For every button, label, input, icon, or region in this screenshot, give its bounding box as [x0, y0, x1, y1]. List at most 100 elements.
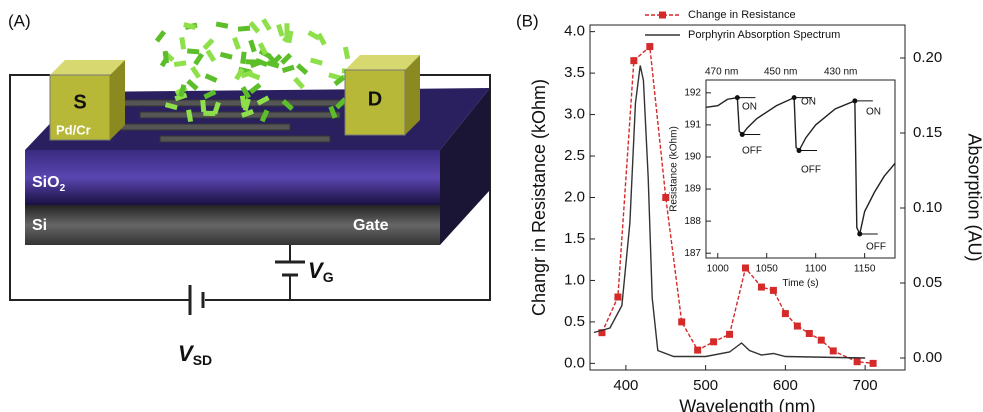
- y-tick-label: 191: [684, 120, 701, 131]
- legend-marker: [659, 12, 666, 19]
- porphyrin: [343, 47, 350, 60]
- porphyrin: [186, 79, 198, 91]
- y-tick-label: 187: [684, 248, 701, 259]
- drain-label: D: [368, 88, 382, 110]
- porphyrin: [202, 38, 214, 50]
- x-tick-label: 400: [613, 377, 638, 394]
- porphyrin: [276, 24, 284, 37]
- y2-axis-label: Absorption (AU): [964, 133, 983, 261]
- porphyrin: [216, 22, 229, 29]
- porphyrin: [232, 37, 241, 50]
- data-point: [678, 318, 685, 325]
- porphyrin: [155, 30, 166, 43]
- device-diagram: [10, 18, 490, 315]
- porphyrin: [296, 63, 308, 75]
- panel-label: (B): [516, 11, 539, 30]
- porphyrin: [249, 21, 261, 33]
- annotation: 430 nm: [824, 67, 857, 78]
- data-point: [818, 337, 825, 344]
- porphyrin: [190, 66, 201, 79]
- annotation: OFF: [866, 242, 886, 253]
- porphyrin: [193, 53, 204, 66]
- x-tick-label: 700: [853, 377, 878, 394]
- x-tick-label: 1000: [707, 263, 730, 274]
- annotation: ON: [742, 102, 757, 113]
- porphyrin: [310, 58, 323, 66]
- annotation: ON: [866, 107, 881, 118]
- data-point: [758, 284, 765, 291]
- data-point: [782, 310, 789, 317]
- annotation: 470 nm: [705, 67, 738, 78]
- y-tick-label: 189: [684, 184, 701, 195]
- y-tick-label: 3.5: [564, 64, 585, 81]
- data-point: [630, 57, 637, 64]
- legend-label: Porphyrin Absorption Spectrum: [688, 29, 840, 41]
- x-tick-label: 1050: [756, 263, 779, 274]
- y-tick-label: 1.0: [564, 271, 585, 288]
- porphyrin: [282, 65, 295, 73]
- oxide-subscript: 2: [60, 183, 66, 194]
- data-point: [830, 347, 837, 354]
- legend-label: Change in Resistance: [688, 9, 796, 21]
- y-tick-label: 3.0: [564, 106, 585, 123]
- porphyrin: [280, 53, 292, 65]
- y-tick-label: 190: [684, 152, 701, 163]
- contact-label: Pd/Cr: [56, 122, 91, 137]
- porphyrin: [248, 39, 256, 52]
- porphyrin: [179, 37, 186, 50]
- source-label: S: [73, 91, 86, 113]
- annotation: OFF: [801, 165, 821, 176]
- data-point: [870, 360, 877, 367]
- y2-tick-label: 0.15: [913, 124, 942, 141]
- subscript: SD: [193, 352, 212, 368]
- data-point: [794, 323, 801, 330]
- annotation: OFF: [742, 146, 762, 157]
- data-point: [770, 287, 777, 294]
- porphyrin: [293, 77, 305, 89]
- y-axis-label: Changr in Resistance (kOhm): [529, 79, 549, 316]
- y-tick-label: 0.5: [564, 313, 585, 330]
- y2-tick-label: 0.20: [913, 49, 942, 66]
- y-tick-label: 0.0: [564, 354, 585, 371]
- data-point: [854, 358, 861, 365]
- porphyrin: [187, 48, 199, 54]
- y-tick-label: 4.0: [564, 23, 585, 40]
- porphyrin: [238, 26, 250, 32]
- x-tick-label: 1100: [805, 263, 827, 274]
- data-point: [614, 294, 621, 301]
- y-axis-label: Resistance (kOhm): [669, 126, 680, 212]
- subscript: G: [323, 269, 334, 285]
- data-point: [694, 347, 701, 354]
- y2-tick-label: 0.10: [913, 199, 942, 216]
- substrate-label: Si: [32, 217, 47, 234]
- y-tick-label: 2.5: [564, 147, 585, 164]
- data-point: [710, 338, 717, 345]
- data-point: [806, 330, 813, 337]
- y2-tick-label: 0.05: [913, 274, 942, 291]
- y-tick-label: 188: [684, 216, 701, 227]
- annotation: 450 nm: [764, 67, 797, 78]
- x-tick-label: 600: [773, 377, 798, 394]
- x-axis-label: Time (s): [782, 278, 818, 289]
- gate-label: Gate: [353, 217, 389, 234]
- annotation: ON: [801, 97, 816, 108]
- y-tick-label: 1.5: [564, 230, 585, 247]
- porphyrin: [174, 60, 187, 67]
- panel-label: (A): [8, 11, 31, 30]
- oxide-text: SiO: [32, 174, 60, 191]
- data-point: [742, 264, 749, 271]
- porphyrin: [205, 49, 216, 62]
- data-point: [646, 43, 653, 50]
- figure: (A) S D Pd/Cr SiO2 Si Gate VG VSD (B) 40…: [0, 0, 983, 412]
- y-tick-label: 2.0: [564, 188, 585, 205]
- x-tick-label: 500: [693, 377, 718, 394]
- data-point: [726, 331, 733, 338]
- y2-tick-label: 0.00: [913, 349, 942, 366]
- x-axis-label: Wavelength (nm): [679, 397, 815, 412]
- porphyrin: [261, 18, 272, 31]
- x-tick-label: 1150: [854, 263, 876, 274]
- porphyrin: [205, 73, 218, 82]
- gate-voltage: VG: [308, 258, 334, 285]
- porphyrin: [220, 52, 233, 60]
- y-tick-label: 192: [684, 87, 701, 98]
